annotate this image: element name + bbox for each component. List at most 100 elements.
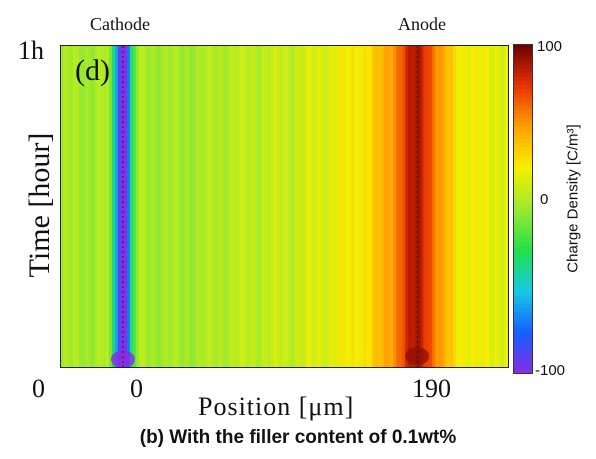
colorbar-step bbox=[513, 291, 533, 297]
heatmap-column bbox=[462, 46, 466, 367]
heatmap-column bbox=[258, 46, 263, 367]
heatmap-column bbox=[405, 46, 409, 367]
colorbar-step bbox=[513, 85, 533, 90]
colorbar-step bbox=[513, 159, 533, 165]
heatmap-column bbox=[456, 46, 460, 367]
heatmap-column bbox=[300, 46, 305, 367]
heatmap-column bbox=[270, 46, 275, 367]
heatmap-column bbox=[468, 46, 472, 367]
colorbar-step bbox=[513, 345, 533, 350]
heatmap-column bbox=[327, 46, 331, 367]
colorbar-step bbox=[513, 328, 533, 334]
heatmap-column bbox=[129, 46, 134, 367]
colorbar-step bbox=[513, 209, 533, 214]
cathode-label: Cathode bbox=[90, 14, 150, 34]
heatmap-column bbox=[324, 46, 328, 367]
heatmap-column bbox=[99, 46, 104, 367]
heatmap-column bbox=[441, 46, 445, 367]
heatmap-column bbox=[180, 46, 185, 367]
heatmap-column bbox=[432, 46, 436, 367]
colorbar-step bbox=[513, 151, 533, 156]
x-tick-label-190: 190 bbox=[412, 374, 451, 403]
heatmap-column bbox=[75, 46, 80, 367]
colorbar-step bbox=[513, 213, 533, 218]
colorbar-step bbox=[513, 200, 533, 206]
colorbar-step bbox=[513, 279, 533, 284]
heatmap-column bbox=[117, 46, 122, 367]
colorbar-step bbox=[513, 77, 533, 82]
heatmap-column bbox=[210, 46, 215, 367]
heatmap-column bbox=[504, 46, 508, 367]
heatmap-column bbox=[174, 46, 179, 367]
colorbar-step bbox=[513, 312, 533, 317]
heatmap-column bbox=[501, 46, 505, 367]
heatmap-column bbox=[351, 46, 355, 367]
colorbar-step bbox=[513, 287, 533, 293]
heatmap-column bbox=[240, 46, 245, 367]
heatmap-column bbox=[381, 46, 385, 367]
colorbar-step bbox=[513, 341, 533, 346]
colorbar-step bbox=[513, 283, 533, 288]
heatmap-column bbox=[135, 46, 140, 367]
heatmap-column bbox=[438, 46, 442, 367]
colorbar-step bbox=[513, 365, 533, 371]
colorbar-step bbox=[513, 221, 533, 227]
colorbar-step bbox=[513, 336, 533, 342]
heatmap-column bbox=[249, 46, 254, 367]
colorbar-step bbox=[513, 147, 533, 152]
heatmap-column bbox=[87, 46, 92, 367]
colorbar-step bbox=[513, 262, 533, 268]
heatmap-column bbox=[360, 46, 364, 367]
colorbar-step bbox=[513, 118, 533, 123]
colorbar-step bbox=[513, 229, 533, 235]
heatmap-column bbox=[465, 46, 469, 367]
heatmap-column bbox=[480, 46, 484, 367]
heatmap-column bbox=[378, 46, 382, 367]
heatmap-column bbox=[195, 46, 200, 367]
colorbar-step bbox=[513, 349, 533, 354]
colorbar-step bbox=[513, 192, 533, 198]
colorbar-step bbox=[513, 270, 533, 276]
colorbar-step bbox=[513, 81, 533, 86]
heatmap-column bbox=[213, 46, 218, 367]
heatmap-column bbox=[357, 46, 361, 367]
heatmap-column bbox=[150, 46, 155, 367]
heatmap-column bbox=[189, 46, 194, 367]
heatmap-column bbox=[399, 46, 403, 367]
heatmap-column bbox=[285, 46, 290, 367]
heatmap-column bbox=[303, 46, 308, 367]
colorbar-step bbox=[513, 138, 533, 144]
colorbar-step bbox=[513, 64, 533, 70]
colorbar-step bbox=[513, 110, 533, 115]
colorbar-step bbox=[513, 242, 533, 247]
colorbar-step bbox=[513, 89, 533, 95]
heatmap-column bbox=[111, 46, 116, 367]
heatmap-column bbox=[231, 46, 236, 367]
heatmap-column bbox=[72, 46, 77, 367]
colorbar-step bbox=[513, 97, 533, 103]
heatmap-column bbox=[219, 46, 224, 367]
heatmap-column bbox=[138, 46, 143, 367]
colorbar-step bbox=[513, 105, 533, 111]
colorbar-tick-0: 0 bbox=[540, 191, 549, 208]
colorbar-step bbox=[513, 275, 533, 280]
heatmap-column bbox=[483, 46, 487, 367]
heatmap-column bbox=[255, 46, 260, 367]
heatmap-column bbox=[144, 46, 149, 367]
heatmap-column bbox=[126, 46, 131, 367]
colorbar-step bbox=[513, 176, 533, 181]
heatmap-column bbox=[414, 46, 418, 367]
x-tick-label-0: 0 bbox=[130, 374, 143, 403]
heatmap-column bbox=[444, 46, 448, 367]
colorbar-step bbox=[513, 101, 533, 107]
colorbar-border bbox=[513, 44, 533, 374]
x-axis-label: Position [μm] bbox=[198, 392, 355, 421]
heatmap-column bbox=[330, 46, 334, 367]
heatmap-column bbox=[159, 46, 164, 367]
colorbar-step bbox=[513, 122, 533, 128]
heatmap-column bbox=[171, 46, 176, 367]
colorbar-step bbox=[513, 225, 533, 231]
heatmap-column bbox=[276, 46, 281, 367]
colorbar-step bbox=[513, 324, 533, 330]
heatmap-column bbox=[492, 46, 496, 367]
